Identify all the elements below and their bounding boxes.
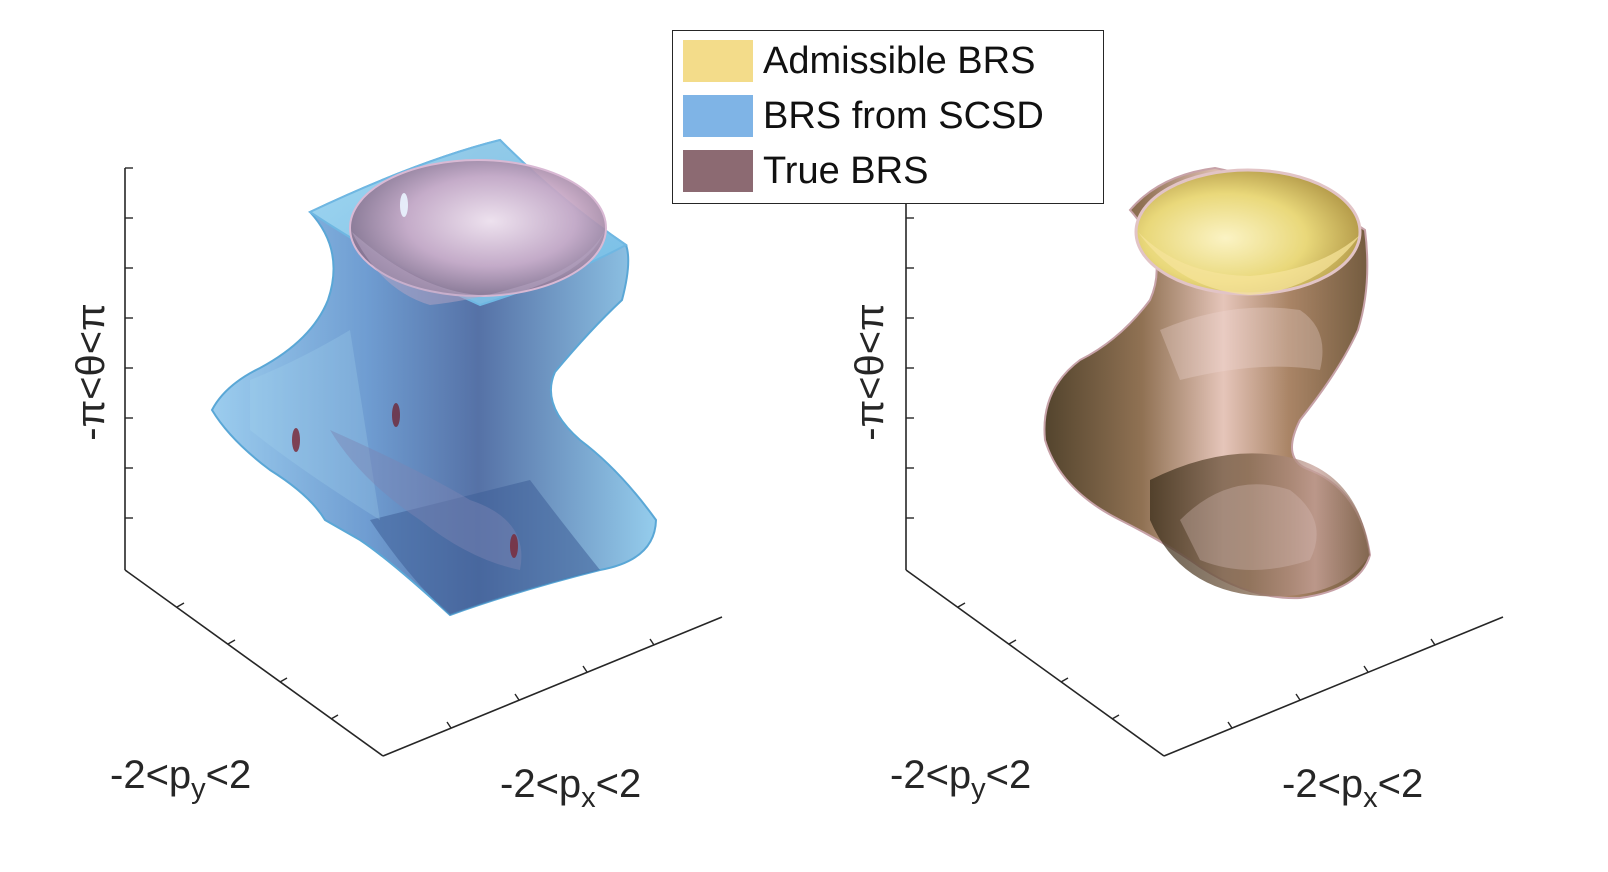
y-tick — [279, 677, 288, 683]
legend-swatch — [683, 95, 753, 137]
x-tick — [514, 693, 520, 701]
x-axis-line — [382, 616, 723, 757]
y-tick — [1111, 714, 1120, 720]
y-tick — [1008, 639, 1017, 645]
y-axis-label: -2<py<2 — [890, 753, 1031, 805]
legend-label: Admissible BRS — [763, 39, 1036, 82]
true-brs-surface-left — [292, 159, 607, 570]
z-axis-label: -π<θ<π — [848, 303, 892, 440]
panel-left: -π<θ<π -2<py<2 -2<px<2 — [69, 138, 723, 814]
legend-item-true-brs: True BRS — [683, 149, 928, 193]
legend-item-brs-from-scsd: BRS from SCSD — [683, 94, 1044, 138]
z-axis-label: -π<θ<π — [69, 303, 113, 440]
y-axis-line — [905, 569, 1165, 757]
y-tick — [330, 714, 339, 720]
x-axis-label: -2<px<2 — [1282, 762, 1423, 814]
x-tick — [1363, 665, 1369, 673]
y-axis-line — [124, 569, 384, 757]
y-tick — [957, 602, 966, 608]
admissible-brs-surface — [1043, 166, 1372, 600]
panel-right: -π<θ<π -2<py<2 -2<px<2 — [848, 166, 1504, 814]
x-tick — [1430, 638, 1436, 646]
x-tick — [1227, 721, 1233, 729]
legend-label: BRS from SCSD — [763, 94, 1044, 137]
y-tick — [227, 639, 236, 645]
legend-swatch — [683, 150, 753, 192]
legend: Admissible BRS BRS from SCSD True BRS — [672, 30, 1104, 204]
x-tick — [446, 721, 452, 729]
legend-label: True BRS — [763, 149, 929, 192]
x-tick — [649, 638, 655, 646]
x-tick — [1295, 693, 1301, 701]
legend-swatch — [683, 40, 753, 82]
x-axis-line — [1163, 616, 1504, 757]
y-tick — [1060, 677, 1069, 683]
legend-item-admissible-brs: Admissible BRS — [683, 39, 1035, 83]
x-tick — [582, 665, 588, 673]
x-axis-label: -2<px<2 — [500, 762, 641, 814]
y-axis-label: -2<py<2 — [110, 753, 251, 805]
y-tick — [176, 602, 185, 608]
